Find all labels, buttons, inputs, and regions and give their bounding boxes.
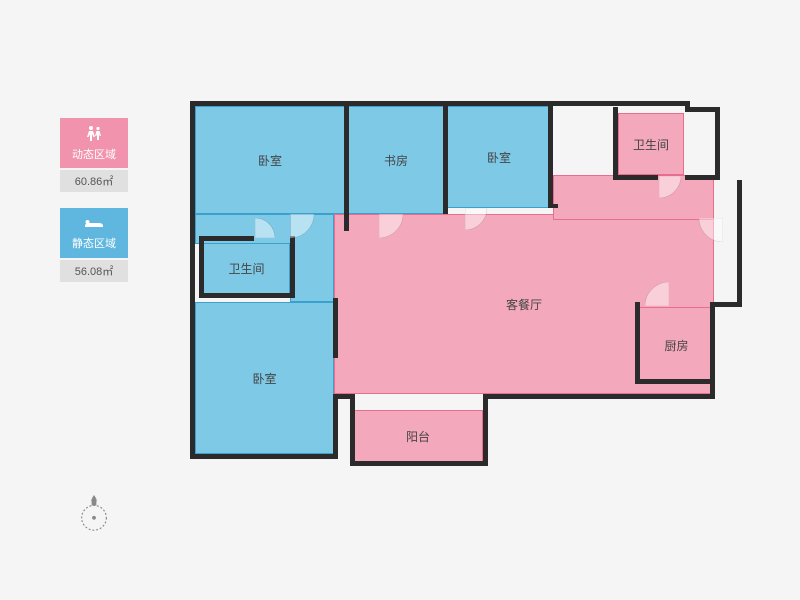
door-arc — [379, 214, 403, 238]
wall — [548, 101, 553, 208]
wall — [333, 394, 338, 459]
room-label: 卫生间 — [633, 136, 669, 153]
wall — [350, 394, 355, 466]
room-label: 书房 — [384, 152, 408, 169]
wall — [333, 298, 338, 358]
wall — [553, 204, 558, 208]
wall — [613, 107, 618, 180]
room-toilet2: 卫生间 — [203, 242, 290, 294]
wall — [199, 236, 204, 298]
door-arc — [659, 176, 681, 198]
wall — [344, 101, 349, 231]
room-study: 书房 — [347, 106, 445, 214]
room-label: 卧室 — [258, 152, 282, 169]
wall — [350, 461, 488, 466]
room-label: 卫生间 — [228, 260, 264, 277]
door-arc — [255, 218, 275, 238]
room-balcony: 阳台 — [353, 410, 483, 462]
wall — [199, 236, 254, 241]
people-icon — [84, 125, 104, 143]
wall — [290, 236, 295, 298]
legend-dynamic-box: 动态区域 — [60, 118, 128, 168]
legend-static-box: 静态区域 — [60, 208, 128, 258]
legend-dynamic: 动态区域 60.86㎡ — [60, 118, 128, 192]
legend-static-label: 静态区域 — [72, 235, 116, 251]
legend: 动态区域 60.86㎡ 静态区域 56.08㎡ — [60, 118, 128, 298]
room-label: 阳台 — [406, 428, 430, 445]
floor-plan: 卧室书房卧室卫生间卫生间卧室客餐厅阳台厨房 — [185, 88, 745, 520]
door-arc — [290, 214, 314, 238]
wall — [190, 101, 690, 106]
wall — [483, 394, 715, 399]
wall — [613, 175, 658, 180]
room-label: 厨房 — [664, 337, 688, 354]
legend-static: 静态区域 56.08㎡ — [60, 208, 128, 282]
wall — [715, 107, 720, 180]
legend-dynamic-area: 60.86㎡ — [60, 170, 128, 192]
compass-icon — [75, 495, 113, 533]
room-bedroom3: 卧室 — [195, 302, 334, 454]
room-living2 — [553, 175, 714, 220]
wall — [443, 101, 448, 214]
room-label: 客餐厅 — [506, 296, 542, 313]
wall — [190, 454, 338, 459]
wall — [685, 175, 720, 180]
wall — [737, 180, 742, 307]
wall — [635, 379, 715, 384]
wall — [483, 394, 488, 466]
room-label: 卧室 — [487, 149, 511, 166]
sleep-icon — [83, 216, 105, 232]
legend-dynamic-label: 动态区域 — [72, 146, 116, 162]
room-bedroom1: 卧室 — [195, 106, 345, 214]
wall — [710, 302, 715, 399]
door-arc — [645, 282, 669, 306]
room-toilet1: 卫生间 — [618, 113, 684, 175]
wall — [199, 293, 294, 298]
wall — [190, 101, 195, 459]
wall — [635, 302, 640, 384]
room-bedroom2: 卧室 — [447, 106, 551, 208]
room-label: 卧室 — [252, 370, 276, 387]
legend-static-area: 56.08㎡ — [60, 260, 128, 282]
door-arc — [699, 218, 723, 242]
door-arc — [465, 208, 487, 230]
room-kitchen: 厨房 — [639, 307, 714, 383]
